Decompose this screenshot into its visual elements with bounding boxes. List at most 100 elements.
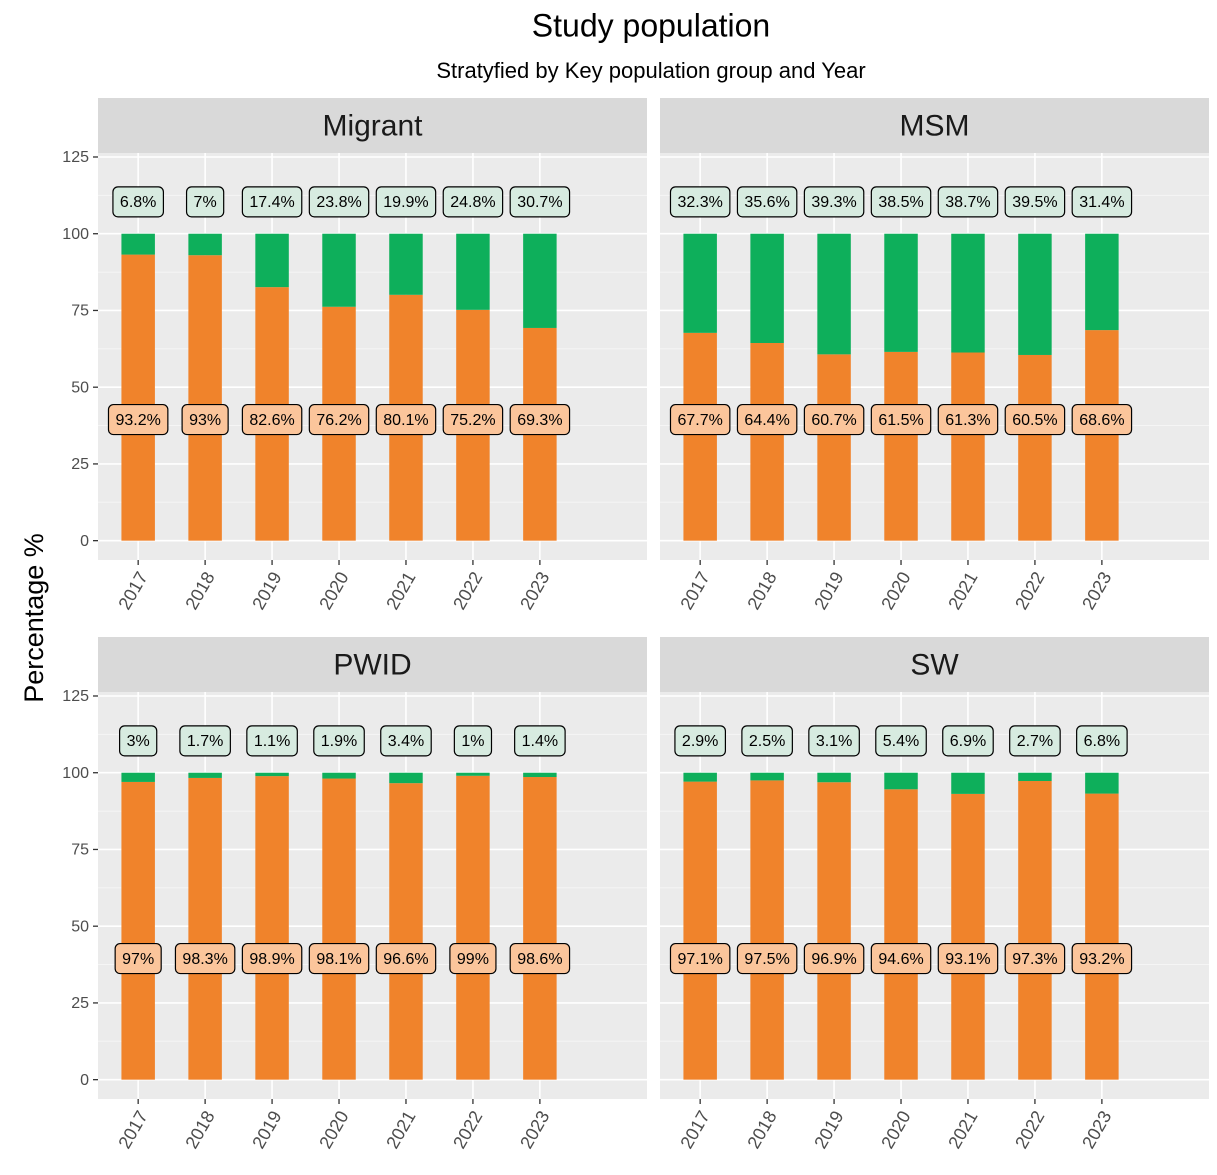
data-label-text: 5.4% — [883, 733, 919, 750]
data-label: 75.2% — [442, 403, 504, 436]
data-label-box — [174, 942, 236, 975]
data-label: 97% — [114, 942, 162, 975]
bar-segment — [817, 772, 851, 783]
data-label-text: 98.1% — [316, 951, 361, 968]
data-label: 31.4% — [1071, 186, 1133, 218]
bar-segment — [188, 255, 222, 541]
bar-segment — [1085, 233, 1119, 331]
data-label: 17.4% — [241, 186, 303, 218]
data-label-text: 1.9% — [321, 733, 357, 750]
data-label-box — [803, 942, 865, 975]
bar-segment — [322, 772, 356, 779]
bar-segment — [951, 793, 985, 1080]
bar-segment — [1085, 330, 1119, 541]
data-label-text: 3% — [127, 733, 150, 750]
data-label: 5.4% — [875, 725, 927, 757]
y-tick-label: 75 — [71, 842, 89, 859]
data-label: 2.7% — [1009, 725, 1061, 757]
x-tick-label: 2022 — [1011, 1107, 1048, 1152]
data-label-box — [1071, 186, 1133, 218]
bar-segment — [523, 777, 557, 1080]
x-tick-label: 2017 — [114, 568, 151, 613]
data-label-text: 6.9% — [950, 733, 986, 750]
x-tick-label: 2022 — [1011, 568, 1048, 613]
data-label: 98.1% — [308, 942, 370, 975]
data-label: 38.5% — [870, 186, 932, 218]
data-label-box — [736, 186, 798, 218]
data-label-text: 38.5% — [878, 194, 923, 211]
data-label: 80.1% — [375, 403, 437, 436]
y-tick-label: 50 — [71, 379, 89, 396]
data-label-box — [1004, 942, 1066, 975]
data-label-box — [803, 403, 865, 436]
data-label-box — [308, 403, 370, 436]
facet-title: Migrant — [322, 109, 423, 142]
bar-segment — [1018, 233, 1052, 355]
data-label-text: 30.7% — [517, 194, 562, 211]
bar-segment — [884, 789, 918, 1080]
data-label-box — [669, 403, 731, 436]
data-label: 6.8% — [112, 186, 165, 218]
facet-strip — [98, 98, 647, 153]
data-label: 76.2% — [308, 403, 370, 436]
data-label-box — [380, 725, 432, 757]
data-label-text: 82.6% — [249, 412, 294, 429]
data-label: 60.5% — [1004, 403, 1066, 436]
bar-segment — [951, 772, 985, 794]
data-label-text: 24.8% — [450, 194, 495, 211]
bar-segment — [817, 233, 851, 355]
data-label-box — [937, 403, 999, 436]
data-label-box — [179, 725, 231, 757]
data-label: 39.5% — [1004, 186, 1066, 218]
bar-segment — [255, 772, 289, 777]
data-label-text: 93.2% — [1079, 951, 1124, 968]
data-label-text: 2.5% — [749, 733, 785, 750]
data-label-text: 1.1% — [254, 733, 290, 750]
x-tick-label: 2021 — [944, 1107, 981, 1152]
data-label: 2.5% — [741, 725, 793, 757]
data-label-box — [509, 186, 571, 218]
data-label-box — [112, 186, 165, 218]
data-label: 1% — [453, 725, 493, 757]
y-tick-label: 100 — [62, 226, 89, 243]
bar-segment — [817, 782, 851, 1080]
data-label: 98.3% — [174, 942, 236, 975]
data-label-box — [375, 403, 437, 436]
data-label-box — [942, 725, 994, 757]
data-label-text: 98.6% — [517, 951, 562, 968]
y-tick-label: 125 — [62, 688, 89, 705]
bar-segment — [750, 233, 784, 343]
data-label: 38.7% — [937, 186, 999, 218]
data-label-text: 23.8% — [316, 194, 361, 211]
data-label: 97.1% — [669, 942, 731, 975]
data-label: 6.8% — [1076, 725, 1128, 757]
data-label-text: 61.5% — [878, 412, 923, 429]
bar-segment — [683, 772, 717, 782]
bar-segment — [389, 772, 423, 784]
data-label-box — [241, 942, 303, 975]
bar-segment — [188, 777, 222, 1080]
data-label: 1.7% — [179, 725, 231, 757]
data-label-text: 68.6% — [1079, 412, 1124, 429]
data-label-box — [449, 942, 497, 975]
data-label-text: 1.4% — [522, 733, 558, 750]
data-label: 98.6% — [509, 942, 571, 975]
data-label: 61.5% — [870, 403, 932, 436]
data-label-text: 67.7% — [677, 412, 722, 429]
data-label-box — [442, 186, 504, 218]
data-label-box — [107, 403, 169, 436]
data-label-text: 76.2% — [316, 412, 361, 429]
data-label-box — [509, 403, 571, 436]
data-label-box — [313, 725, 365, 757]
data-label-box — [870, 186, 932, 218]
bar-segment — [255, 233, 289, 288]
x-tick-label: 2023 — [1078, 1107, 1115, 1152]
bar-segment — [884, 233, 918, 352]
data-label: 7% — [185, 186, 225, 218]
data-label-text: 31.4% — [1079, 194, 1124, 211]
data-label: 93.2% — [1071, 942, 1133, 975]
data-label-text: 61.3% — [945, 412, 990, 429]
data-label: 61.3% — [937, 403, 999, 436]
data-label-box — [870, 403, 932, 436]
